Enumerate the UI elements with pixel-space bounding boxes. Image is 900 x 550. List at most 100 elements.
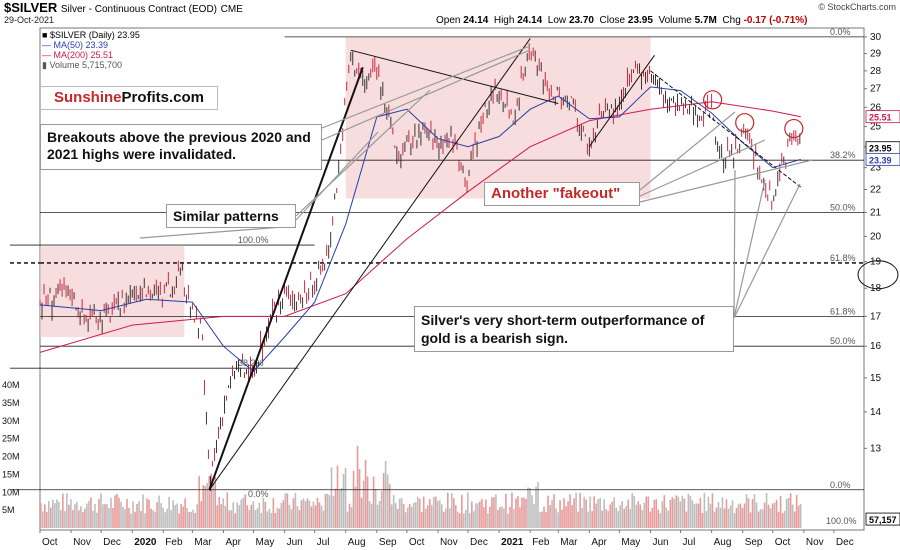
volume-bar (392, 495, 395, 528)
x-tick-label: 2020 (134, 537, 157, 548)
volume-bar (497, 509, 499, 528)
level-label: 38.2% (830, 150, 856, 160)
volume-bar (80, 506, 82, 528)
volume-bar (795, 494, 798, 528)
volume-bar (613, 497, 615, 528)
volume-bar (577, 511, 579, 528)
volume-bar (569, 494, 571, 528)
volume-tick-label: 5M (2, 505, 15, 515)
volume-bar (615, 507, 617, 528)
volume-bar (146, 498, 148, 528)
volume-bar (240, 499, 243, 528)
volume-bar (330, 467, 333, 528)
volume-bar (737, 504, 740, 528)
volume-bar (477, 503, 479, 528)
volume-bar (601, 510, 603, 528)
volume-bar (611, 501, 613, 528)
volume-tick-label: 15M (2, 469, 20, 479)
volume-bar (515, 498, 517, 528)
volume-bar (481, 498, 483, 528)
volume-bar (130, 513, 132, 528)
volume-bar (651, 507, 654, 528)
volume-bar (156, 502, 158, 528)
volume-bar (535, 486, 537, 528)
volume-bar (595, 503, 597, 528)
volume-bar (348, 503, 351, 528)
volume-bar (709, 503, 712, 528)
volume-bar (188, 512, 190, 528)
volume-bar (701, 512, 704, 528)
volume-bar (533, 503, 535, 528)
volume-bar (340, 487, 343, 528)
volume-bar (547, 495, 549, 528)
volume-bar (366, 476, 369, 528)
volume-bar (585, 499, 587, 528)
y-tick-label: 22 (870, 184, 882, 195)
volume-bar (262, 497, 265, 528)
volume-bar (410, 506, 413, 528)
volume-bar (741, 507, 744, 528)
volume-bar (50, 507, 52, 528)
volume-bar (565, 506, 567, 528)
ohlc-readout: Open 24.14 High 24.14 Low 23.70 Close 23… (436, 15, 807, 26)
high-label: High (493, 15, 515, 26)
volume-bar (374, 489, 377, 528)
volume-bar (641, 510, 644, 528)
level-label: 61.8% (830, 306, 856, 316)
volume-bar (633, 495, 636, 528)
volume-bar (657, 509, 660, 528)
volume-bar (274, 513, 277, 528)
level-label: 50.0% (830, 336, 856, 346)
volume-bar (525, 499, 527, 528)
volume-bar (473, 511, 475, 528)
volume-bar (725, 499, 728, 528)
axis-marker-label: 23.39 (869, 155, 892, 165)
volume-bar (507, 513, 509, 528)
volume-bar (352, 470, 355, 528)
volume-bar (743, 503, 746, 528)
volume-bar (160, 503, 162, 528)
volume-bar (483, 507, 485, 528)
volume-bar (364, 459, 367, 528)
volume-bar (609, 504, 611, 528)
volume-bar (302, 498, 305, 528)
volume-bar (619, 505, 622, 528)
callout-pointer (321, 45, 531, 129)
volume-bar (631, 492, 634, 528)
volume-bar (685, 511, 688, 528)
volume-bar (785, 498, 788, 528)
volume-bar (48, 501, 50, 528)
x-tick-label: Mar (194, 537, 212, 548)
volume-bar (501, 506, 503, 528)
volume-bar (310, 506, 313, 528)
volume-bar (749, 512, 752, 528)
axis-marker-label: 25.51 (869, 113, 892, 123)
close-value: 23.95 (627, 15, 653, 26)
level-label: 50.0% (830, 202, 856, 212)
volume-bar (545, 512, 547, 528)
legend-ma50: — MA(50) 23.39 (42, 40, 109, 50)
trendline-2021-rise (588, 54, 655, 147)
y-tick-label: 20 (870, 231, 882, 242)
volume-bar (120, 501, 122, 528)
volume-bar (489, 506, 491, 528)
volume-bar (72, 510, 74, 528)
volume-bar (202, 485, 204, 528)
volume-bar (216, 505, 219, 528)
volume-bar (453, 498, 455, 528)
level-label: 100.0% (238, 235, 269, 245)
volume-bar (767, 504, 770, 528)
volume-bar (735, 507, 738, 528)
volume-tick-label: 35M (2, 398, 20, 408)
open-label: Open (436, 15, 461, 26)
volume-bar (110, 497, 112, 528)
volume-bar (112, 507, 114, 528)
y-tick-label: 13 (870, 443, 882, 454)
volume-bar (314, 505, 317, 528)
volume-bar (298, 510, 301, 528)
volume-bar (479, 501, 481, 528)
volume-bar (228, 510, 231, 528)
y-tick-label: 26 (870, 102, 882, 113)
volume-tick-label: 20M (2, 452, 20, 462)
